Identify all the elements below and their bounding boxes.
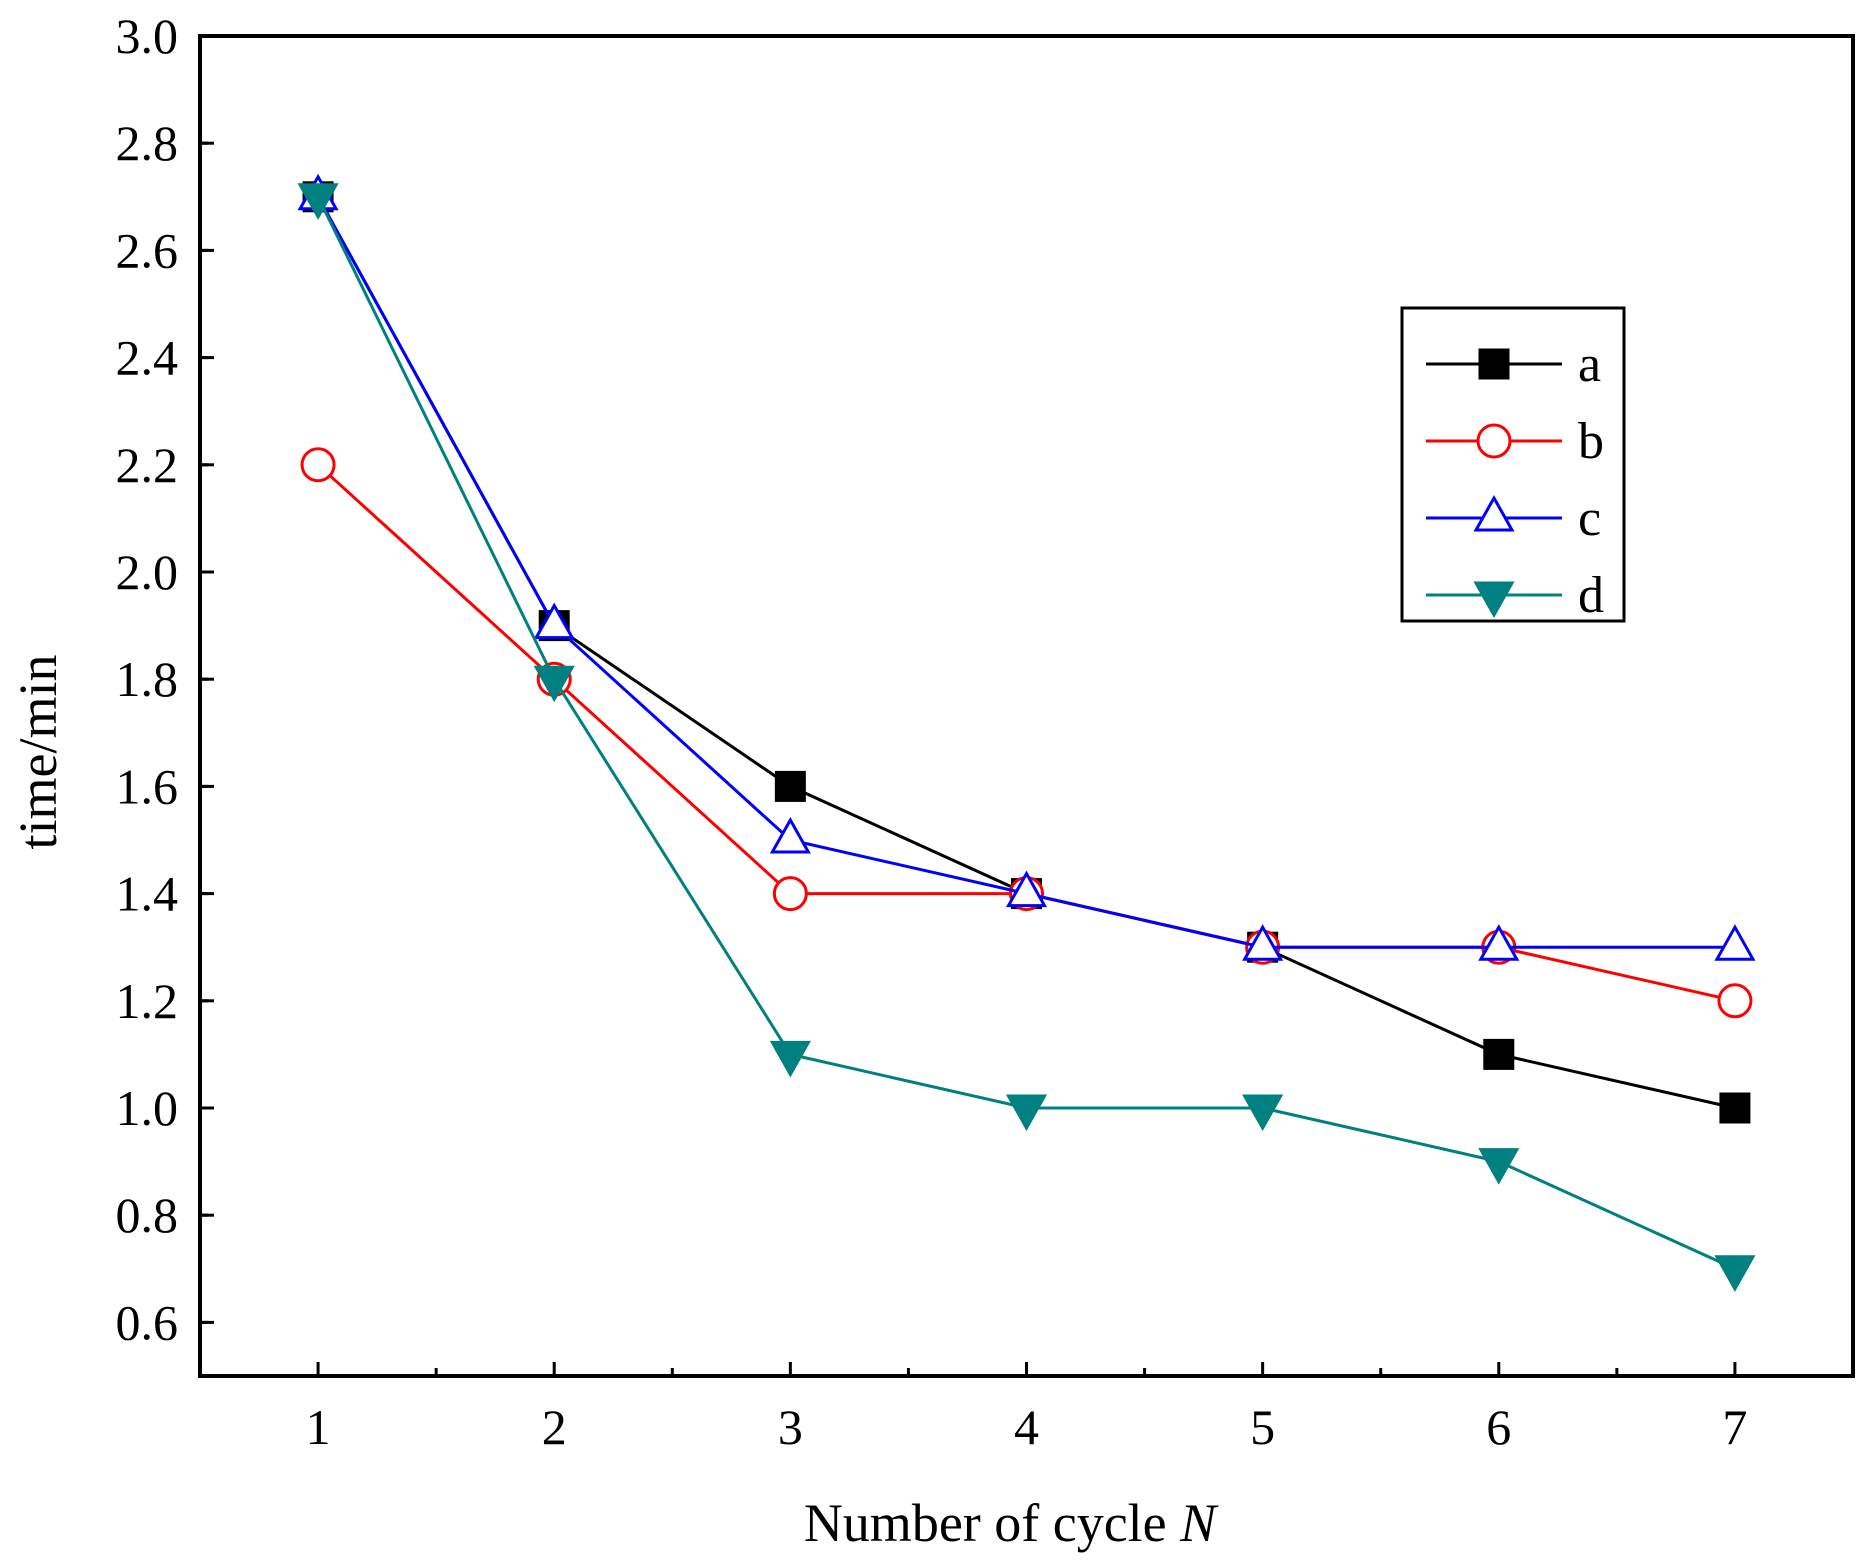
data-point-d — [769, 1040, 811, 1078]
x-tick-label: 4 — [1014, 1399, 1039, 1455]
y-tick-label: 2.4 — [116, 330, 179, 386]
series-d — [297, 183, 1756, 1292]
plot-series — [297, 173, 1756, 1292]
x-tick-label: 6 — [1486, 1399, 1511, 1455]
y-tick-label: 2.8 — [116, 115, 179, 171]
y-tick-label: 1.6 — [116, 758, 179, 814]
data-point-a — [1719, 1092, 1751, 1124]
y-tick-label: 1.4 — [116, 866, 179, 922]
y-axis-ticks — [200, 34, 214, 1324]
data-point-d — [1242, 1094, 1284, 1132]
data-point-c — [533, 602, 575, 640]
x-tick-label: 2 — [542, 1399, 567, 1455]
legend-label: c — [1578, 490, 1601, 547]
plot-frame — [198, 34, 1855, 1378]
legend-item-b: b — [1426, 413, 1604, 470]
legend-box — [1400, 306, 1626, 623]
x-tick-label: 5 — [1250, 1399, 1275, 1455]
y-tick-label: 2.0 — [116, 544, 179, 600]
y-axis-label: time/min — [8, 655, 68, 850]
y-tick-label: 2.6 — [116, 222, 179, 278]
data-point-d — [297, 183, 339, 220]
data-point-b — [1717, 983, 1753, 1019]
data-point-b — [300, 447, 336, 483]
y-tick-label: 1.2 — [116, 973, 179, 1029]
x-tick-label: 7 — [1722, 1399, 1747, 1455]
data-point-c — [1005, 870, 1048, 908]
x-tick-label: 3 — [778, 1399, 803, 1455]
x-axis-label-variable: N — [1179, 1493, 1219, 1553]
y-tick-label: 1.0 — [116, 1080, 179, 1136]
legend-label: d — [1578, 567, 1604, 624]
data-point-c — [1478, 924, 1520, 961]
legend-marker — [1478, 348, 1510, 380]
data-point-b — [772, 876, 808, 912]
data-point-d — [1005, 1094, 1048, 1132]
data-point-d — [533, 665, 575, 703]
y-tick-label: 1.8 — [116, 651, 179, 707]
y-tick-label: 0.6 — [116, 1294, 179, 1350]
y-tick-labels: 0.6 0.8 1.0 1.2 1.4 1.6 1.8 2.0 2.2 2.4 2.6 2.8 3.0 — [116, 8, 179, 1350]
series-c — [297, 173, 1756, 961]
y-tick-label: 3.0 — [116, 8, 179, 64]
x-tick-labels: 1 2 3 4 5 6 7 — [306, 1399, 1748, 1455]
legend-marker — [1476, 423, 1512, 459]
x-axis-label: Number of cycle N — [804, 1493, 1219, 1553]
x-axis-label-text: Number of cycle — [804, 1493, 1180, 1553]
y-tick-label: 0.8 — [116, 1187, 179, 1243]
legend-marker — [1473, 581, 1515, 619]
x-axis-ticks — [316, 1362, 1737, 1376]
y-tick-label: 2.2 — [116, 437, 179, 493]
data-point-a — [1483, 1038, 1515, 1070]
legend-item-a: a — [1426, 336, 1601, 393]
legend-label: b — [1578, 413, 1604, 470]
data-point-d — [1478, 1148, 1520, 1185]
data-point-c — [769, 816, 811, 854]
x-tick-label: 1 — [306, 1399, 331, 1455]
legend-item-c: c — [1426, 490, 1601, 547]
data-point-c — [1242, 924, 1284, 961]
data-point-a — [774, 770, 806, 802]
data-point-d — [1714, 1255, 1756, 1292]
data-point-c — [1714, 924, 1756, 961]
legend-label: a — [1578, 336, 1601, 393]
legend-item-d: d — [1426, 567, 1604, 624]
legend-marker — [1473, 494, 1515, 532]
